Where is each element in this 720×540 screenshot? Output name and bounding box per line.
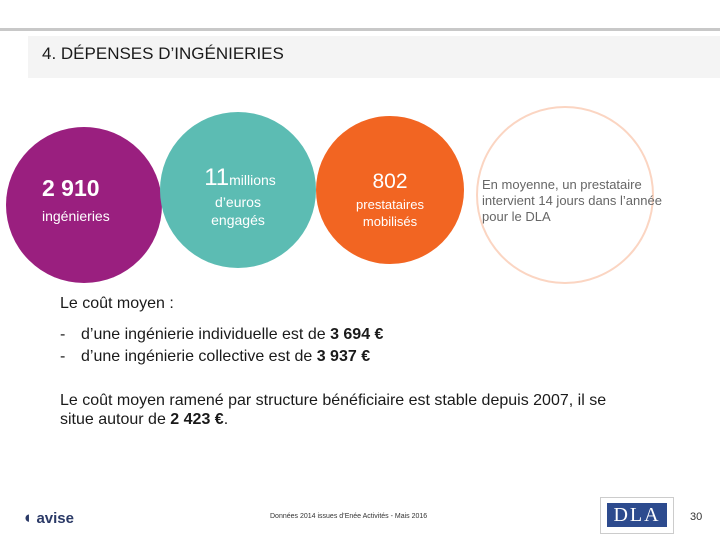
stat-group: 11millions [170, 164, 310, 192]
title-band [28, 36, 720, 78]
stat-number: 11 [204, 164, 230, 191]
cost-summary: Le coût moyen ramené par structure bénéf… [60, 391, 620, 429]
stat-number: 802 [372, 170, 408, 193]
cost-item: - [60, 347, 65, 366]
stat-unit: millions [229, 172, 276, 188]
text-end: . [223, 411, 229, 428]
bullet: - [60, 326, 66, 343]
stat-label: ingénieries [42, 208, 110, 224]
bullet: - [60, 348, 66, 365]
avise-logo: ◖ avise [22, 508, 74, 527]
source: Données 2014 issues d’Enée Activités - M… [270, 513, 428, 520]
text: d’une ingénierie individuelle est de [81, 326, 331, 343]
stat-note: En moyenne, un prestataire intervient 14… [482, 177, 662, 224]
dla-text: DLA [607, 503, 667, 527]
dla-logo: DLA [600, 497, 674, 534]
text: Le coût moyen ramené par structure bénéf… [60, 392, 607, 428]
circle-outline [476, 106, 654, 284]
top-rule [0, 28, 720, 31]
amount: 3 937 € [316, 348, 371, 365]
circle-orange [316, 116, 464, 264]
stat-number: 2 910 [42, 175, 100, 201]
circle-purple [6, 127, 162, 283]
amount: 3 694 € [330, 326, 384, 343]
text: d’une ingénierie collective est de [81, 348, 317, 365]
cost-item: - [60, 325, 65, 344]
logo-text: avise [36, 510, 74, 527]
cost-intro: Le coût moyen : [60, 295, 174, 312]
stat-label: d’euros engagés [211, 194, 265, 228]
stat-label: prestataires mobilisés [356, 197, 424, 229]
cost-item-text: d’une ingénierie individuelle est de 3 6… [81, 325, 383, 344]
circle-teal [160, 112, 316, 268]
cost-item-text: d’une ingénierie collective est de 3 937… [81, 347, 370, 366]
page-number: 30 [690, 511, 703, 523]
amount: 2 423 € [170, 411, 224, 428]
title: 4. DÉPENSES D’INGÉNIERIES [42, 44, 284, 63]
